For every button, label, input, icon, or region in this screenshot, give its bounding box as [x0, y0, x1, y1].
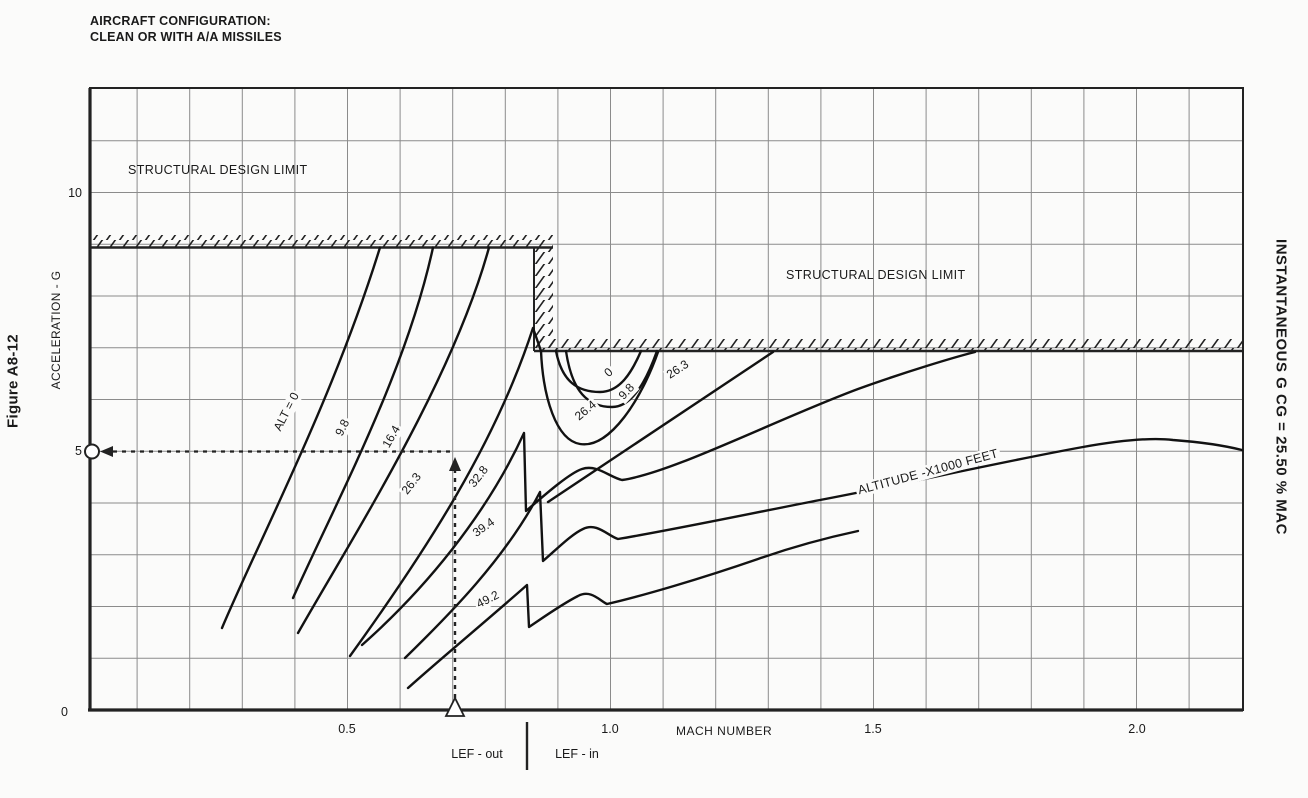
- g-marker-circle: [84, 443, 100, 460]
- arrow-left-icon: [100, 446, 113, 457]
- dip-0: [554, 349, 643, 394]
- mach-marker-triangle: [444, 695, 466, 717]
- y-tick-5: 5: [75, 444, 82, 458]
- lef-out-label: LEF - out: [451, 747, 503, 761]
- x-tick-1.0: 1.0: [601, 722, 619, 736]
- figure-label: Figure A8-12: [4, 334, 22, 428]
- grid-lines: [90, 88, 1243, 710]
- y-tick-10: 10: [68, 186, 82, 200]
- right-title: INSTANTANEOUS G CG = 25.50 % MAC: [1272, 239, 1290, 535]
- arrow-up-icon: [449, 457, 461, 471]
- structural-limit-notch: [533, 247, 553, 351]
- aircraft-config-line2: CLEAN OR WITH A/A MISSILES: [90, 30, 282, 44]
- plot-frame: [88, 87, 1244, 712]
- guide-lines: [84, 443, 529, 770]
- aircraft-config-line1: AIRCRAFT CONFIGURATION:: [90, 14, 271, 28]
- x-tick-2.0: 2.0: [1128, 722, 1146, 736]
- y-axis-label: ACCELERATION - G: [49, 270, 64, 390]
- curve-26.3: [348, 326, 543, 658]
- dip-26.4: [539, 349, 660, 446]
- x-axis-label: MACH NUMBER: [676, 724, 773, 738]
- curve-32.8: [360, 350, 977, 647]
- structural-limit-lower-label: STRUCTURAL DESIGN LIMIT: [786, 268, 966, 282]
- x-tick-0.5: 0.5: [338, 722, 356, 736]
- structural-limit-lower: [534, 339, 1243, 353]
- curve-49.2: [406, 529, 860, 690]
- altitude-curves: [220, 246, 1244, 690]
- curve-9.8: [291, 246, 435, 600]
- curve-26.3-recovery: [546, 350, 775, 504]
- dip-9.8: [564, 349, 659, 409]
- structural-limit-upper: [90, 235, 553, 249]
- curve-16.4: [296, 246, 491, 635]
- curve-alt0: [220, 246, 382, 630]
- y-tick-0: 0: [61, 705, 68, 719]
- structural-limit-upper-label: STRUCTURAL DESIGN LIMIT: [128, 163, 308, 177]
- lef-in-label: LEF - in: [555, 747, 599, 761]
- curve-39.4: [403, 437, 1244, 660]
- x-tick-1.5: 1.5: [864, 722, 882, 736]
